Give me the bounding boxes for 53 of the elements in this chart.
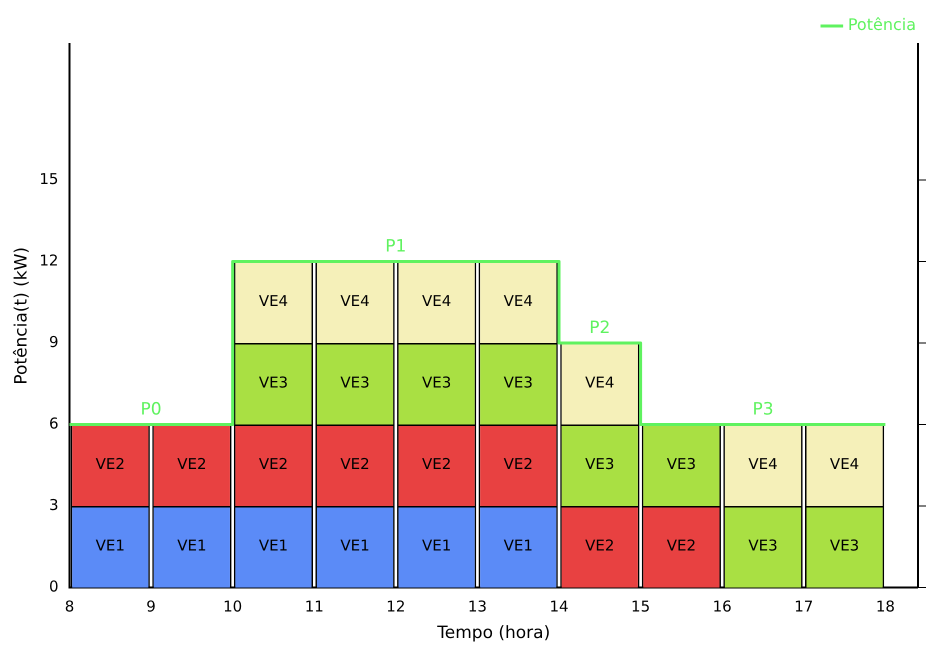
series-label: VE4 xyxy=(258,292,288,310)
text: VE3 xyxy=(340,374,370,392)
text: VE1 xyxy=(504,536,533,555)
annotation: P2 xyxy=(589,318,610,338)
y-tick-label: 15 xyxy=(39,170,58,188)
text: VE2 xyxy=(422,455,452,474)
y-axis-title: Potência(t) (kW) xyxy=(12,246,32,385)
x-tick-label: 12 xyxy=(386,597,406,616)
annotation: P3 xyxy=(752,399,774,420)
x-tick-label: 18 xyxy=(876,597,895,616)
y-tick-label: 9 xyxy=(48,332,58,351)
annotation: P0 xyxy=(140,399,162,420)
text: VE1 xyxy=(177,536,207,555)
text: VE4 xyxy=(830,455,860,474)
text: VE1 xyxy=(96,536,125,555)
y-tick-label: 3 xyxy=(48,496,58,514)
text: VE4 xyxy=(585,374,614,392)
text: VE3 xyxy=(422,374,452,392)
series-label: VE2 xyxy=(258,455,288,474)
text: VE2 xyxy=(340,455,370,474)
text: VE3 xyxy=(830,536,860,555)
x-tick-label: 8 xyxy=(64,597,74,616)
x-tick-label: 15 xyxy=(631,597,650,616)
text: VE4 xyxy=(748,455,778,474)
x-tick-label: 16 xyxy=(712,597,732,616)
x-tick-label: 10 xyxy=(223,597,242,616)
x-tick-label: 14 xyxy=(549,597,569,616)
series-label: VE1 xyxy=(258,536,288,555)
text: VE1 xyxy=(422,536,452,555)
text: VE1 xyxy=(340,536,370,555)
text: VE4 xyxy=(340,292,370,310)
x-axis-title: Tempo (hora) xyxy=(436,623,550,644)
text: VE4 xyxy=(422,292,452,310)
text: VE4 xyxy=(504,292,533,310)
text: VE2 xyxy=(504,455,533,474)
text: VE3 xyxy=(666,455,696,474)
x-tick-label: 9 xyxy=(146,597,156,616)
text: VE3 xyxy=(748,536,778,555)
series-label: VE3 xyxy=(258,374,288,392)
y-tick-label: 6 xyxy=(48,414,58,432)
x-tick-label: 13 xyxy=(468,597,487,616)
text: VE2 xyxy=(177,455,207,474)
text: VE2 xyxy=(96,455,125,474)
y-tick-label: 12 xyxy=(39,251,58,270)
text: VE2 xyxy=(666,536,696,555)
y-tick-label: 0 xyxy=(48,577,58,596)
x-tick-label: 11 xyxy=(304,597,324,616)
annotation: P1 xyxy=(385,236,406,256)
x-tick-label: 17 xyxy=(794,597,814,616)
text: VE3 xyxy=(504,374,533,392)
text: VE2 xyxy=(585,536,614,555)
legend-label: Potência xyxy=(848,15,916,34)
text: VE3 xyxy=(585,455,614,474)
